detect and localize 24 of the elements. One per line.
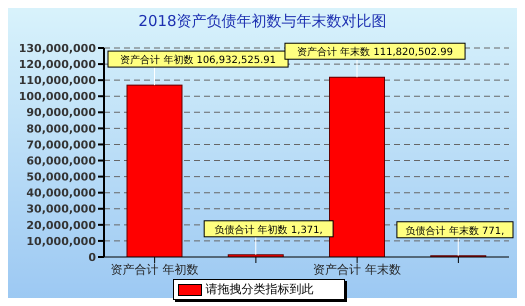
text: 请拖拽分类指标到此 — [206, 281, 314, 298]
y-tick-label: 0 — [88, 250, 96, 264]
y-tick-label: 130,000,000 — [18, 42, 96, 55]
chart-title: 2018资产负债年初数与年末数对比图 — [137, 11, 388, 32]
data-label: 负债合计 年末数 771, — [406, 224, 504, 237]
y-tick-label: 50,000,000 — [26, 170, 96, 184]
data-label: 资产合计 年初数 106,932,525.91 — [120, 54, 276, 66]
y-tick-label: 60,000,000 — [26, 154, 96, 168]
data-label: 负债合计 年初数 1,371, — [214, 224, 323, 236]
y-tick-label: 120,000,000 — [18, 58, 96, 71]
x-tick-label: 资产合计 年初数 — [110, 262, 199, 277]
bar — [126, 84, 182, 257]
data-label: 资产合计 年末数 111,820,502.99 — [297, 46, 453, 58]
y-tick-label: 40,000,000 — [26, 186, 96, 200]
y-tick-label: 20,000,000 — [26, 218, 96, 232]
y-tick-label: 110,000,000 — [18, 74, 96, 88]
y-tick-label: 100,000,000 — [18, 90, 96, 104]
y-tick-label: 30,000,000 — [26, 202, 96, 216]
bar — [329, 76, 385, 257]
y-tick-label: 90,000,000 — [26, 106, 96, 120]
y-tick-label: 70,000,000 — [26, 138, 96, 152]
y-tick-label: 10,000,000 — [26, 234, 96, 248]
y-tick-label: 80,000,000 — [26, 122, 96, 136]
x-tick-label: 资产合计 年末数 — [313, 262, 402, 277]
